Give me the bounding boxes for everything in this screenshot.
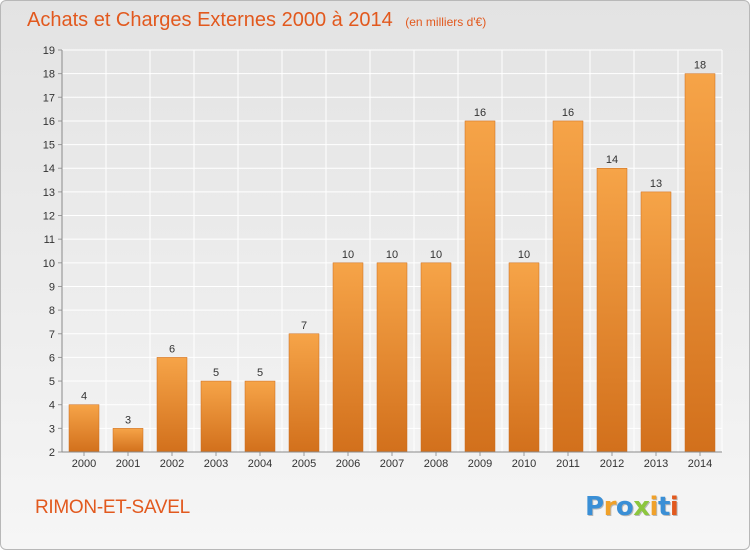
bar-2012 <box>596 167 628 453</box>
bar-2001 <box>112 428 144 453</box>
y-tick-label: 17 <box>43 92 55 104</box>
x-tick-label-2011: 2011 <box>556 458 580 470</box>
x-tick-label-2003: 2003 <box>204 458 228 470</box>
x-tick-label-2008: 2008 <box>424 458 448 470</box>
x-tick-label-2007: 2007 <box>380 458 404 470</box>
value-label-2002: 6 <box>169 343 175 355</box>
value-label-2001: 3 <box>125 414 131 426</box>
bar-2013 <box>640 191 672 453</box>
y-tick-label: 4 <box>49 400 55 412</box>
proxiti-logo: Proxiti <box>585 492 679 522</box>
y-tick-label: 3 <box>49 423 55 435</box>
bar-2006 <box>332 262 364 453</box>
x-tick-label-2002: 2002 <box>160 458 184 470</box>
y-tick-label: 2 <box>49 447 55 459</box>
x-tick-label-2006: 2006 <box>336 458 360 470</box>
value-label-2014: 18 <box>694 60 706 72</box>
value-label-2000: 4 <box>81 391 87 403</box>
bar-layer: 4 3 6 5 5 7 10 10 10 16 10 16 14 13 18 <box>68 60 716 453</box>
bar-2010 <box>508 262 540 453</box>
y-tick-label: 11 <box>44 234 55 246</box>
y-tick-label: 15 <box>43 140 55 152</box>
bar-2011 <box>552 120 584 453</box>
y-tick-label: 16 <box>43 116 55 128</box>
value-label-2012: 14 <box>606 154 618 166</box>
bar-2002 <box>156 357 188 453</box>
value-label-2010: 10 <box>518 249 530 261</box>
x-tick-label-2012: 2012 <box>600 458 624 470</box>
value-label-2006: 10 <box>342 249 354 261</box>
y-tick-label: 9 <box>49 281 55 293</box>
logo-letter: P <box>585 492 604 522</box>
y-tick-label: 19 <box>43 45 55 57</box>
value-label-2004: 5 <box>257 367 263 379</box>
logo-letter: o <box>615 492 634 522</box>
bar-2009 <box>464 120 496 453</box>
value-label-2013: 13 <box>650 178 662 190</box>
commune-name: RIMON-ET-SAVEL <box>35 497 190 518</box>
bar-2003 <box>200 380 232 453</box>
bar-2004 <box>244 380 276 453</box>
x-tick-label-2000: 2000 <box>72 458 96 470</box>
value-label-2005: 7 <box>301 320 307 332</box>
x-tick-label-2010: 2010 <box>512 458 536 470</box>
logo-letter: i <box>649 492 659 522</box>
bar-2000 <box>68 404 100 453</box>
bar-2014 <box>684 73 716 453</box>
x-tick-label-2009: 2009 <box>468 458 492 470</box>
y-tick-label: 5 <box>49 376 55 388</box>
chart-title: Achats et Charges Externes 2000 à 2014 <box>27 9 393 31</box>
logo-letter: t <box>657 492 670 522</box>
value-label-2003: 5 <box>213 367 219 379</box>
y-tick-label: 18 <box>43 69 55 81</box>
y-tick-label: 14 <box>43 163 55 175</box>
value-label-2011: 16 <box>562 107 574 119</box>
x-tick-label-2004: 2004 <box>248 458 272 470</box>
value-label-2008: 10 <box>430 249 442 261</box>
bar-2005 <box>288 333 320 453</box>
value-label-2009: 16 <box>474 107 486 119</box>
axis-layer: 2 3 4 5 6 7 8 9 10 11 12 13 14 15 16 17 18 19 2000 2001 2002… <box>43 45 722 470</box>
y-tick-label: 7 <box>49 329 55 341</box>
title-row: Achats et Charges Externes 2000 à 2014 (… <box>27 9 486 32</box>
x-tick-label-2001: 2001 <box>116 458 140 470</box>
x-tick-label-2005: 2005 <box>292 458 316 470</box>
logo-letter: x <box>633 492 650 522</box>
value-label-2007: 10 <box>386 249 398 261</box>
x-tick-label-2013: 2013 <box>644 458 668 470</box>
y-tick-label: 6 <box>49 352 55 364</box>
logo-letter: r <box>603 492 617 522</box>
logo-letter: i <box>669 492 679 522</box>
chart-unit: (en milliers d'€) <box>405 15 487 29</box>
y-tick-label: 13 <box>43 187 55 199</box>
y-tick-label: 10 <box>43 258 55 270</box>
y-tick-label: 12 <box>43 211 55 223</box>
x-tick-label-2014: 2014 <box>688 458 712 470</box>
bar-2007 <box>376 262 408 453</box>
bar-2008 <box>420 262 452 453</box>
y-tick-label: 8 <box>49 305 55 317</box>
